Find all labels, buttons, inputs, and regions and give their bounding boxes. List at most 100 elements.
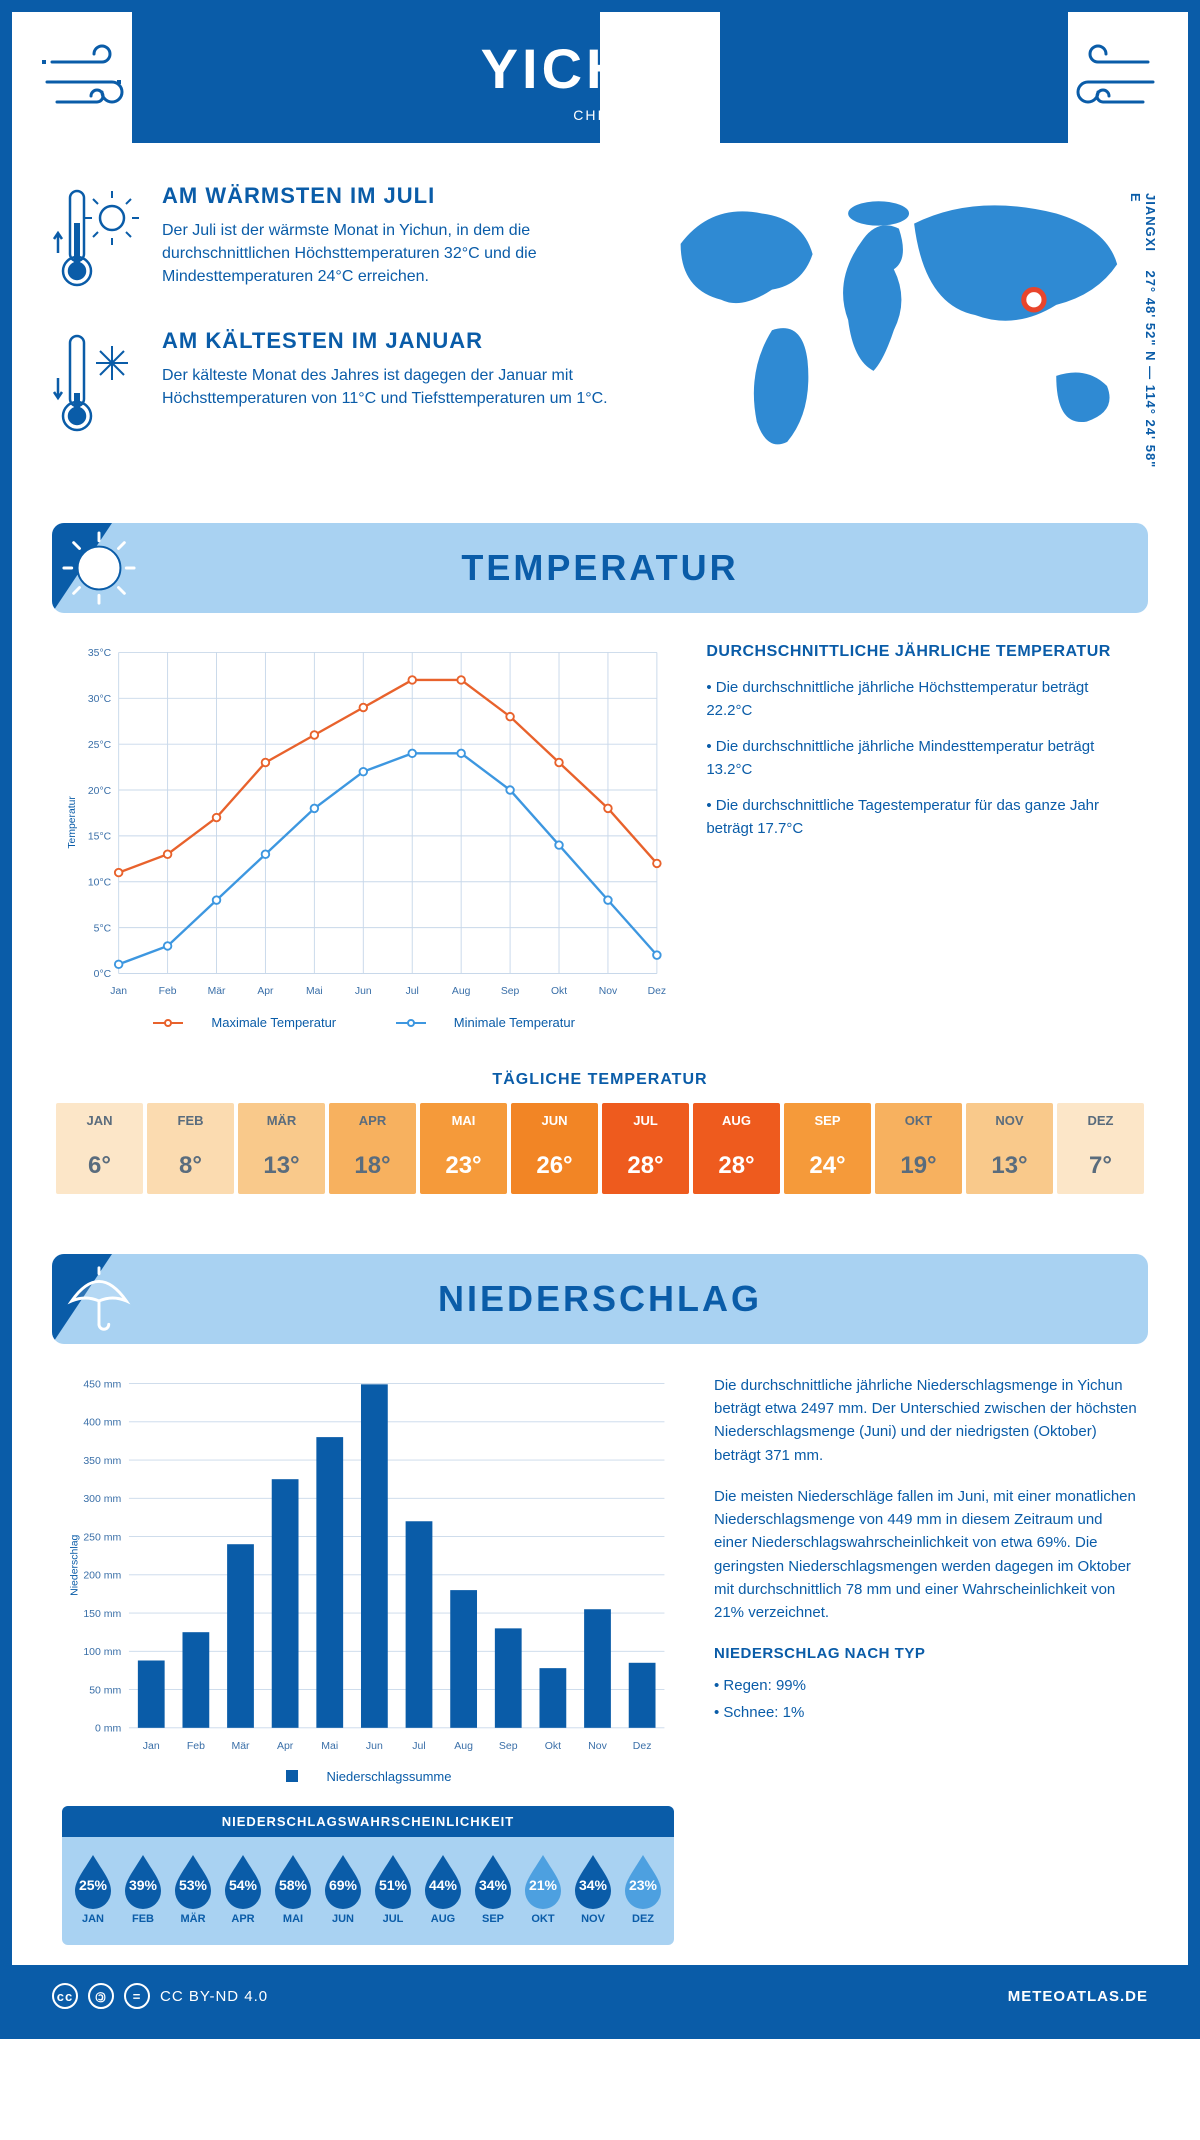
svg-text:Jul: Jul bbox=[412, 1740, 425, 1752]
svg-text:250 mm: 250 mm bbox=[83, 1531, 121, 1543]
heat-cell: APR18° bbox=[329, 1103, 416, 1194]
drop-cell: 54%APR bbox=[220, 1851, 266, 1925]
heat-cell: OKT19° bbox=[875, 1103, 962, 1194]
svg-text:Okt: Okt bbox=[545, 1740, 561, 1752]
coldest-text: Der kälteste Monat des Jahres ist dagege… bbox=[162, 364, 610, 410]
svg-text:Jul: Jul bbox=[406, 986, 419, 997]
svg-text:Aug: Aug bbox=[454, 1740, 473, 1752]
precip-chart: 0 mm 50 mm 100 mm 150 mm 200 mm 250 mm 300 mm 3… bbox=[62, 1374, 674, 1787]
svg-text:10°C: 10°C bbox=[88, 878, 112, 889]
heat-cell: JUN26° bbox=[511, 1103, 598, 1194]
license: cc 🄯 = CC BY-ND 4.0 bbox=[52, 1983, 268, 2009]
svg-text:Nov: Nov bbox=[599, 986, 618, 997]
daily-temp-heatmap: JAN6°FEB8°MÄR13°APR18°MAI23°JUN26°JUL28°… bbox=[12, 1103, 1188, 1234]
temperature-title: TEMPERATUR bbox=[461, 547, 738, 589]
svg-text:Jan: Jan bbox=[110, 986, 127, 997]
precip-legend: Niederschlagssumme bbox=[62, 1769, 674, 1786]
svg-text:0°C: 0°C bbox=[94, 969, 112, 980]
heat-cell: SEP24° bbox=[784, 1103, 871, 1194]
heat-cell: MAI23° bbox=[420, 1103, 507, 1194]
cc-icon: cc bbox=[52, 1983, 78, 2009]
temperature-chart: 0°C5°C10°C15°C20°C25°C30°C35°CJanFebMärA… bbox=[62, 643, 666, 1031]
svg-text:150 mm: 150 mm bbox=[83, 1608, 121, 1620]
svg-text:Temperatur: Temperatur bbox=[67, 796, 78, 849]
drop-cell: 69%JUN bbox=[320, 1851, 366, 1925]
umbrella-icon bbox=[60, 1260, 138, 1338]
svg-text:35°C: 35°C bbox=[88, 648, 112, 659]
svg-text:450 mm: 450 mm bbox=[83, 1378, 121, 1390]
svg-text:300 mm: 300 mm bbox=[83, 1493, 121, 1505]
warmest-block: AM WÄRMSTEN IM JULI Der Juli ist der wär… bbox=[52, 183, 610, 298]
svg-text:Okt: Okt bbox=[551, 986, 567, 997]
svg-text:Apr: Apr bbox=[257, 986, 274, 997]
svg-text:Niederschlag: Niederschlag bbox=[68, 1534, 80, 1595]
svg-text:350 mm: 350 mm bbox=[83, 1455, 121, 1467]
svg-text:Sep: Sep bbox=[499, 1740, 518, 1752]
drop-cell: 58%MAI bbox=[270, 1851, 316, 1925]
precip-title: NIEDERSCHLAG bbox=[438, 1278, 762, 1320]
drop-cell: 21%OKT bbox=[520, 1851, 566, 1925]
svg-text:Feb: Feb bbox=[159, 986, 177, 997]
svg-text:Jun: Jun bbox=[366, 1740, 383, 1752]
svg-text:Aug: Aug bbox=[452, 986, 471, 997]
coldest-block: AM KÄLTESTEN IM JANUAR Der kälteste Mona… bbox=[52, 328, 610, 443]
svg-text:Mai: Mai bbox=[321, 1740, 338, 1752]
temperature-legend: Maximale Temperatur Minimale Temperatur bbox=[62, 1015, 666, 1031]
precip-summary: Die durchschnittliche jährliche Niedersc… bbox=[714, 1374, 1138, 1946]
svg-text:Dez: Dez bbox=[633, 1740, 652, 1752]
svg-text:25°C: 25°C bbox=[88, 740, 112, 751]
svg-text:Jun: Jun bbox=[355, 986, 372, 997]
drop-cell: 44%AUG bbox=[420, 1851, 466, 1925]
heat-cell: JUL28° bbox=[602, 1103, 689, 1194]
drop-cell: 34%SEP bbox=[470, 1851, 516, 1925]
thermometer-cold-icon bbox=[52, 328, 142, 443]
world-map bbox=[640, 183, 1148, 467]
drop-cell: 53%MÄR bbox=[170, 1851, 216, 1925]
heat-cell: JAN6° bbox=[56, 1103, 143, 1194]
temperature-summary: DURCHSCHNITTLICHE JÄHRLICHE TEMPERATUR •… bbox=[706, 643, 1138, 1031]
svg-text:Apr: Apr bbox=[277, 1740, 294, 1752]
sun-icon bbox=[60, 529, 138, 607]
drop-cell: 39%FEB bbox=[120, 1851, 166, 1925]
svg-text:0 mm: 0 mm bbox=[95, 1723, 122, 1735]
svg-text:200 mm: 200 mm bbox=[83, 1570, 121, 1582]
svg-text:Dez: Dez bbox=[648, 986, 666, 997]
coordinates: JIANGXI 27° 48' 52" N — 114° 24' 58" E bbox=[1128, 193, 1158, 473]
precip-banner: NIEDERSCHLAG bbox=[52, 1254, 1148, 1344]
svg-text:Feb: Feb bbox=[187, 1740, 205, 1752]
by-icon: 🄯 bbox=[88, 1983, 114, 2009]
heat-cell: DEZ7° bbox=[1057, 1103, 1144, 1194]
footer: cc 🄯 = CC BY-ND 4.0 METEOATLAS.DE bbox=[12, 1965, 1188, 2027]
drop-cell: 23%DEZ bbox=[620, 1851, 666, 1925]
warmest-text: Der Juli ist der wärmste Monat in Yichun… bbox=[162, 219, 610, 289]
wind-icon bbox=[42, 42, 142, 122]
warmest-title: AM WÄRMSTEN IM JULI bbox=[162, 183, 610, 209]
drop-cell: 25%JAN bbox=[70, 1851, 116, 1925]
city-title: YICHUN bbox=[132, 36, 1068, 101]
nd-icon: = bbox=[124, 1983, 150, 2009]
svg-text:100 mm: 100 mm bbox=[83, 1646, 121, 1658]
temperature-banner: TEMPERATUR bbox=[52, 523, 1148, 613]
svg-text:50 mm: 50 mm bbox=[89, 1684, 121, 1696]
svg-text:Nov: Nov bbox=[588, 1740, 607, 1752]
svg-text:Mai: Mai bbox=[306, 986, 323, 997]
svg-text:15°C: 15°C bbox=[88, 832, 112, 843]
location-marker bbox=[1024, 290, 1044, 310]
svg-text:Mär: Mär bbox=[231, 1740, 250, 1752]
heat-cell: MÄR13° bbox=[238, 1103, 325, 1194]
svg-text:Sep: Sep bbox=[501, 986, 520, 997]
site-name: METEOATLAS.DE bbox=[1008, 1988, 1148, 2005]
drop-cell: 51%JUL bbox=[370, 1851, 416, 1925]
svg-text:Mär: Mär bbox=[208, 986, 226, 997]
header: YICHUN CHINA bbox=[132, 12, 1068, 143]
heat-cell: FEB8° bbox=[147, 1103, 234, 1194]
daily-temp-title: TÄGLICHE TEMPERATUR bbox=[12, 1071, 1188, 1089]
precip-probability: NIEDERSCHLAGSWAHRSCHEINLICHKEIT 25%JAN39… bbox=[62, 1806, 674, 1945]
country-label: CHINA bbox=[132, 107, 1068, 123]
svg-text:400 mm: 400 mm bbox=[83, 1417, 121, 1429]
svg-text:30°C: 30°C bbox=[88, 694, 112, 705]
svg-text:Jan: Jan bbox=[143, 1740, 160, 1752]
svg-text:20°C: 20°C bbox=[88, 786, 112, 797]
heat-cell: NOV13° bbox=[966, 1103, 1053, 1194]
drop-cell: 34%NOV bbox=[570, 1851, 616, 1925]
